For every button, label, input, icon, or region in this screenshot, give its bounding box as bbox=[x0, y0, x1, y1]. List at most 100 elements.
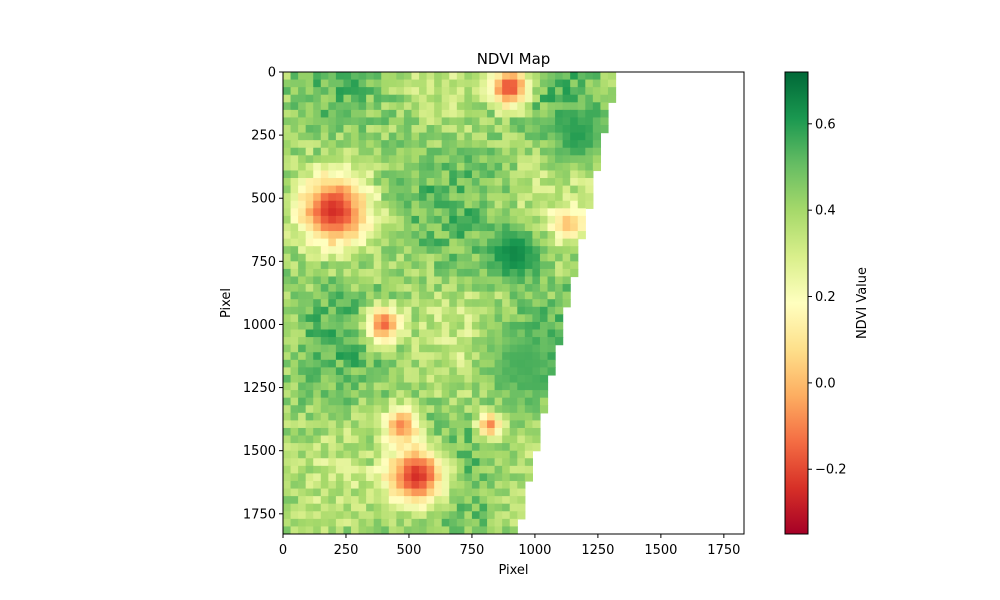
ndvi-cell-1182 bbox=[479, 284, 488, 293]
ndvi-cell-1651 bbox=[411, 382, 420, 391]
ndvi-cell-84 bbox=[585, 79, 594, 88]
ndvi-cell-2249 bbox=[381, 518, 390, 528]
ndvi-cell-1497 bbox=[328, 352, 337, 361]
ndvi-cell-405 bbox=[396, 140, 405, 149]
ndvi-cell-1532 bbox=[320, 359, 329, 368]
ndvi-cell-97 bbox=[351, 87, 360, 96]
ndvi-cell-650 bbox=[358, 185, 367, 194]
ndvi-cell-1199 bbox=[320, 291, 329, 300]
ndvi-cell-1683 bbox=[388, 390, 397, 399]
ndvi-cell-649 bbox=[351, 185, 360, 194]
ndvi-cell-929 bbox=[328, 238, 337, 247]
ndvi-cell-1992 bbox=[396, 458, 405, 467]
ndvi-cell-1925 bbox=[396, 443, 405, 452]
ndvi-cell-2261 bbox=[471, 518, 481, 528]
ndvi-cell-975 bbox=[381, 246, 390, 255]
ndvi-cell-205 bbox=[502, 102, 511, 111]
ndvi-cell-1882 bbox=[328, 435, 337, 444]
ndvi-cell-146 bbox=[388, 94, 397, 103]
ndvi-cell-1230 bbox=[555, 291, 564, 300]
ndvi-cell-1706 bbox=[298, 397, 307, 406]
ndvi-cell-1040 bbox=[283, 261, 292, 270]
ndvi-cell-847 bbox=[313, 223, 322, 232]
ndvi-cell-1953 bbox=[351, 450, 360, 459]
ndvi-cell-753 bbox=[517, 200, 526, 209]
ndvi-cell-1867 bbox=[471, 427, 481, 437]
ndvi-cell-2026 bbox=[403, 465, 413, 475]
ndvi-cell-1530 bbox=[305, 359, 314, 368]
ndvi-cell-1558 bbox=[517, 359, 526, 368]
ndvi-cell-532 bbox=[403, 162, 413, 172]
ndvi-cell-1747 bbox=[343, 405, 352, 414]
ndvi-cell-1367 bbox=[456, 321, 465, 331]
ndvi-cell-1485 bbox=[509, 344, 518, 353]
ndvi-cell-1000 bbox=[570, 246, 579, 255]
ndvi-cell-218 bbox=[600, 102, 609, 111]
ndvi-cell-242 bbox=[456, 109, 465, 119]
ndvi-cell-2209 bbox=[320, 511, 329, 520]
ndvi-cell-141 bbox=[351, 94, 360, 103]
ndvi-cell-1573 bbox=[358, 367, 367, 376]
ndvi-cell-1921 bbox=[366, 443, 375, 452]
ndvi-cell-1847 bbox=[320, 427, 329, 437]
ndvi-cell-1262 bbox=[509, 299, 518, 308]
ndvi-cell-207 bbox=[517, 102, 526, 111]
ndvi-cell-908 bbox=[471, 231, 481, 240]
ndvi-cell-777 bbox=[388, 208, 397, 217]
ndvi-cell-606 bbox=[335, 178, 345, 187]
ndvi-cell-1287 bbox=[411, 306, 420, 315]
ndvi-cell-1780 bbox=[328, 412, 337, 421]
ndvi-cell-635 bbox=[555, 178, 564, 187]
ndvi-cell-484 bbox=[358, 155, 367, 164]
ndvi-cell-1027 bbox=[479, 253, 488, 262]
ndvi-cell-1218 bbox=[464, 291, 473, 300]
ndvi-cell-382 bbox=[539, 132, 549, 141]
ndvi-cell-1430 bbox=[373, 337, 382, 346]
ndvi-cell-500 bbox=[479, 155, 488, 164]
ndvi-cell-335 bbox=[509, 125, 518, 134]
ndvi-cell-1711 bbox=[335, 397, 345, 406]
ndvi-cell-112 bbox=[464, 87, 473, 96]
ndvi-cell-1332 bbox=[471, 314, 481, 323]
ndvi-cell-503 bbox=[502, 155, 511, 164]
ndvi-cell-245 bbox=[479, 109, 488, 119]
ndvi-cell-796 bbox=[532, 208, 541, 217]
ndvi-cell-961 bbox=[570, 238, 579, 247]
ndvi-cell-157 bbox=[471, 94, 481, 103]
ndvi-cell-1205 bbox=[366, 291, 375, 300]
ndvi-cell-807 bbox=[313, 215, 322, 225]
ndvi-cell-1564 bbox=[290, 367, 299, 376]
ndvi-cell-1978 bbox=[290, 458, 299, 467]
ndvi-cell-1728 bbox=[464, 397, 473, 406]
ndvi-cell-1123 bbox=[320, 276, 329, 285]
ndvi-cell-314 bbox=[351, 125, 360, 134]
ndvi-cell-821 bbox=[419, 215, 428, 225]
ndvi-cell-1197 bbox=[305, 291, 314, 300]
ndvi-cell-1796 bbox=[449, 412, 458, 421]
ndvi-cell-742 bbox=[434, 200, 443, 209]
ndvi-cell-2040 bbox=[509, 465, 518, 475]
ndvi-cell-520 bbox=[313, 162, 322, 172]
ndvi-cell-677 bbox=[562, 185, 571, 194]
ndvi-cell-1482 bbox=[487, 344, 496, 353]
ndvi-cell-840 bbox=[562, 215, 571, 225]
ndvi-cell-2148 bbox=[343, 496, 352, 505]
ndvi-cell-1823 bbox=[396, 420, 405, 429]
ndvi-cell-364 bbox=[403, 132, 413, 141]
ndvi-cell-835 bbox=[524, 215, 533, 225]
ndvi-cell-752 bbox=[509, 200, 518, 209]
ndvi-cell-1436 bbox=[419, 337, 428, 346]
ndvi-cell-661 bbox=[441, 185, 450, 194]
ndvi-cell-2100 bbox=[464, 480, 473, 490]
ndvi-cell-712 bbox=[517, 193, 526, 202]
ndvi-cell-185 bbox=[351, 102, 360, 111]
ndvi-cell-1082 bbox=[305, 268, 314, 278]
ndvi-cell-1248 bbox=[403, 299, 413, 308]
ndvi-cell-1057 bbox=[411, 261, 420, 270]
ndvi-cell-1343 bbox=[555, 314, 564, 323]
ndvi-cell-527 bbox=[366, 162, 375, 172]
ndvi-cell-936 bbox=[381, 238, 390, 247]
ndvi-cell-1712 bbox=[343, 397, 352, 406]
ndvi-cell-1323 bbox=[403, 314, 413, 323]
ndvi-cell-20 bbox=[434, 72, 443, 81]
